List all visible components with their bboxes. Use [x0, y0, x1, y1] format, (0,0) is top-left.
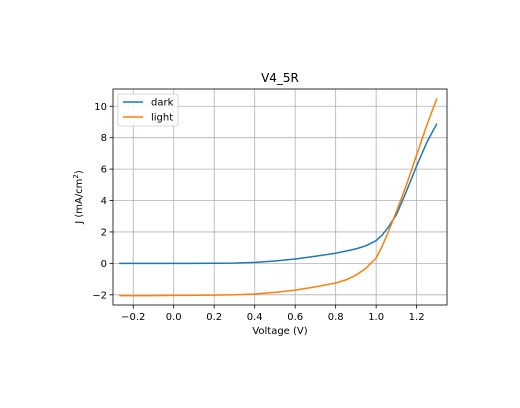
x-tick-label: −0.2	[121, 312, 145, 323]
x-tick-label: 0.4	[247, 312, 263, 323]
x-tick-label: 0.2	[206, 312, 222, 323]
x-tick-label: 0.6	[287, 312, 303, 323]
x-axis-label: Voltage (V)	[252, 326, 307, 337]
y-tick-label: 8	[101, 133, 107, 144]
series-group	[119, 98, 438, 297]
x-tick-label: 1.2	[409, 312, 425, 323]
y-tick-label: 0	[101, 259, 107, 270]
y-axis-label-superscript: 2	[72, 174, 80, 178]
x-tick-label: 0.8	[328, 312, 344, 323]
legend: dark light	[117, 93, 179, 127]
series-line-light	[119, 98, 438, 297]
x-tick-label: 0.0	[166, 312, 182, 323]
legend-label-light: light	[151, 113, 173, 124]
y-tick-label: 4	[101, 196, 107, 207]
series-line-dark	[119, 123, 438, 265]
y-tick-label: 10	[94, 102, 107, 113]
y-axis-label-main: J (mA/cm	[74, 179, 85, 225]
legend-label-dark: dark	[151, 98, 174, 109]
x-tick-label: 1.0	[368, 312, 384, 323]
y-tick-label: 2	[101, 227, 107, 238]
chart-title: V4_5R	[261, 71, 299, 85]
y-tick-label: −2	[92, 290, 107, 301]
y-axis-label-close: )	[74, 170, 85, 174]
y-tick-label: 6	[101, 165, 107, 176]
y-axis-label: J (mA/cm2)	[72, 170, 85, 225]
axis-ticks: −0.2 0.0 0.2 0.4 0.6 0.8 1.0 1.2 −2 0 2 4 6 8 10	[92, 102, 424, 323]
plot-frame	[112, 88, 448, 306]
